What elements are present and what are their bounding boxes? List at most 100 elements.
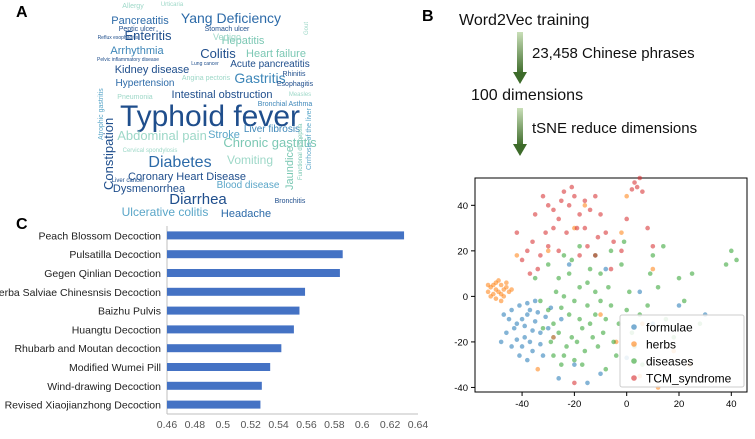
scatter-point-formulae — [676, 303, 682, 308]
scatter-x-tick-label: -40 — [515, 399, 529, 410]
scatter-point-tcm-syndrome — [545, 203, 551, 208]
scatter-point-tcm-syndrome — [632, 180, 637, 185]
scatter-point-diseases — [600, 330, 606, 336]
scatter-point-diseases — [574, 339, 580, 345]
word-cloud-term: Yang Deficiency — [181, 10, 281, 26]
scatter-point-formulae — [556, 376, 561, 381]
scatter-point-tcm-syndrome — [519, 257, 525, 263]
scatter-point-formulae — [572, 362, 577, 367]
scatter-point-diseases — [655, 284, 661, 290]
legend-label: formulae — [646, 321, 693, 335]
scatter-point-diseases — [621, 239, 627, 245]
bar — [167, 306, 300, 315]
scatter-point-diseases — [585, 280, 590, 286]
scatter-point-formulae — [504, 330, 509, 336]
word-cloud-term: Bronchitis — [275, 198, 306, 205]
scatter-point-formulae — [514, 337, 520, 342]
scatter-point-tcm-syndrome — [569, 184, 575, 190]
scatter-point-formulae — [517, 353, 522, 358]
bar-x-tick-label: 0.46 — [157, 419, 178, 431]
bar — [167, 344, 282, 353]
scatter-point-tcm-syndrome — [577, 253, 582, 258]
scatter-point-formulae — [501, 312, 507, 317]
bar-x-tick-label: 0.5 — [215, 419, 230, 431]
word-cloud-term: Liver cancer — [112, 178, 145, 184]
scatter-point-diseases — [553, 289, 559, 295]
word-cloud-term: Kidney disease — [115, 64, 190, 76]
word-cloud-term-vertical: Jaundice — [284, 146, 296, 190]
scatter-point-diseases — [540, 325, 546, 331]
scatter-point-diseases — [613, 353, 619, 358]
scatter-point-diseases — [608, 248, 614, 254]
word-cloud-term: Diarrhea — [169, 191, 227, 208]
scatter-point-diseases — [551, 353, 556, 358]
word-cloud-term: Peptic ulcer — [119, 26, 156, 33]
flow-step-word2vec: Word2Vec training — [459, 12, 590, 29]
scatter-point-tcm-syndrome — [556, 216, 561, 222]
word-cloud-term: Stomach ulcer — [205, 26, 250, 33]
scatter-point-herbs — [504, 284, 509, 290]
bar-category-label: Peach Blossom Decoction — [38, 230, 161, 242]
scatter-point-herbs — [493, 296, 499, 301]
scatter-point-tcm-syndrome — [624, 216, 629, 222]
bar-category-label: Baizhu Pulvis — [98, 306, 161, 318]
word-cloud-term: Acute pancreatitis — [230, 59, 310, 70]
scatter-point-herbs — [485, 282, 491, 288]
scatter-point-tcm-syndrome — [582, 225, 588, 231]
scatter-point-formulae — [543, 314, 548, 320]
bar — [167, 400, 261, 409]
scatter-point-tcm-syndrome — [619, 248, 624, 254]
scatter-point-tcm-syndrome — [593, 253, 598, 258]
scatter-point-tcm-syndrome — [629, 187, 635, 192]
scatter-point-tcm-syndrome — [538, 253, 543, 258]
scatter-point-tcm-syndrome — [525, 248, 530, 254]
scatter-point-tcm-syndrome — [608, 266, 614, 272]
scatter-point-formulae — [522, 335, 527, 340]
scatter-point-diseases — [561, 294, 567, 299]
word-cloud-term: Diabetes — [148, 154, 211, 171]
word-cloud-term: Stroke — [208, 129, 240, 141]
scatter-point-formulae — [511, 325, 517, 331]
bar — [167, 269, 340, 277]
scatter-point-tcm-syndrome — [561, 189, 567, 194]
scatter-point-formulae — [514, 321, 520, 327]
scatter-point-diseases — [661, 243, 666, 249]
bar — [167, 250, 343, 259]
legend-swatch — [631, 375, 637, 381]
word-cloud-term-vertical: Constipation — [101, 118, 116, 190]
word-cloud-term-vertical: Atrophic gastritis — [98, 88, 105, 140]
scatter-point-tcm-syndrome — [514, 230, 520, 235]
scatter-point-diseases — [548, 339, 554, 345]
scatter-x-tick-label: 0 — [624, 399, 629, 410]
scatter-point-herbs — [598, 312, 603, 317]
scatter-point-formulae — [509, 307, 514, 313]
word-cloud-term: Coronary Heart Disease — [128, 171, 246, 183]
scatter-point-diseases — [579, 325, 585, 331]
word-cloud-term: Bronchial Asthma — [258, 101, 313, 108]
scatter-point-herbs — [545, 248, 551, 254]
scatter-point-formulae — [532, 319, 538, 324]
scatter-point-formulae — [540, 353, 546, 358]
scatter-point-tcm-syndrome — [572, 193, 577, 199]
scatter-point-tcm-syndrome — [640, 189, 645, 194]
scatter-point-diseases — [650, 253, 656, 258]
scatter-point-formulae — [498, 339, 504, 345]
scatter-point-diseases — [561, 253, 567, 258]
scatter-point-tcm-syndrome — [535, 266, 541, 272]
scatter-point-formulae — [522, 323, 527, 329]
scatter-point-diseases — [566, 312, 572, 317]
scatter-point-tcm-syndrome — [650, 243, 656, 249]
scatter-point-tcm-syndrome — [598, 212, 603, 217]
scatter-point-tcm-syndrome — [551, 225, 556, 231]
scatter-point-diseases — [593, 312, 598, 317]
bar-category-label: Wind-drawing Decoction — [47, 381, 161, 393]
scatter-point-tcm-syndrome — [585, 243, 590, 249]
panel-label-a: A — [16, 4, 28, 21]
scatter-point-tcm-syndrome — [540, 193, 546, 199]
bar-x-tick-label: 0.6 — [355, 419, 370, 431]
bar-x-tick-label: 0.48 — [185, 419, 206, 431]
scatter-point-diseases — [577, 316, 582, 322]
scatter-y-tick-label: -20 — [454, 337, 468, 348]
scatter-point-diseases — [624, 307, 629, 313]
word-cloud-term: Pelvic inflammatory disease — [97, 57, 159, 63]
